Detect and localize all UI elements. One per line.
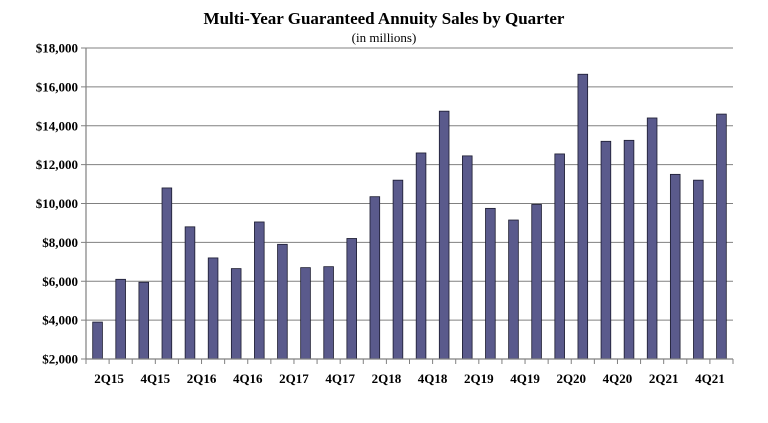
y-tick-label: $2,000 xyxy=(42,352,78,367)
y-tick-label: $18,000 xyxy=(36,41,78,56)
bar xyxy=(485,207,496,360)
x-tick-label: 4Q21 xyxy=(695,371,725,386)
bar xyxy=(92,321,103,360)
bar xyxy=(254,221,265,360)
bar xyxy=(392,179,404,360)
chart-title: Multi-Year Guaranteed Annuity Sales by Q… xyxy=(204,9,565,28)
y-tick-label: $10,000 xyxy=(36,196,78,211)
x-tick-label: 4Q19 xyxy=(510,371,540,386)
x-tick-label: 2Q20 xyxy=(556,371,586,386)
x-tick-label: 2Q17 xyxy=(279,371,309,386)
x-tick-label: 2Q16 xyxy=(187,371,217,386)
x-tick-label: 2Q19 xyxy=(464,371,494,386)
bar xyxy=(531,204,542,360)
bar xyxy=(161,187,173,360)
y-tick-label: $16,000 xyxy=(36,79,78,94)
bar xyxy=(346,238,357,360)
bar xyxy=(716,113,727,360)
bar xyxy=(669,173,681,360)
bar xyxy=(184,226,196,360)
bar xyxy=(369,196,381,360)
x-tick-label: 2Q18 xyxy=(372,371,402,386)
bar xyxy=(577,73,589,360)
bar xyxy=(230,268,242,360)
x-tick-label: 4Q17 xyxy=(325,371,355,386)
x-tick-label: 4Q16 xyxy=(233,371,263,386)
bar xyxy=(115,278,126,360)
bar xyxy=(693,179,704,360)
bar xyxy=(646,117,658,360)
bar xyxy=(600,140,612,360)
bar xyxy=(623,139,635,360)
y-axis: $2,000 $4,000 $6,000 $8,000 $10,000 $12,000 $1… xyxy=(36,41,86,367)
bar xyxy=(415,152,427,360)
x-tick-label: 4Q18 xyxy=(418,371,448,386)
bars xyxy=(92,73,727,360)
bar xyxy=(554,153,565,360)
bar xyxy=(207,257,219,360)
x-tick-label: 4Q15 xyxy=(141,371,171,386)
y-tick-label: $8,000 xyxy=(42,235,78,250)
bar xyxy=(323,266,334,360)
x-tick-label: 4Q20 xyxy=(603,371,633,386)
x-axis: 2Q15 4Q15 2Q16 4Q16 2Q17 4Q17 2Q18 4Q18 2Q19 4Q19… xyxy=(85,359,734,386)
grid-lines xyxy=(86,47,733,360)
bar xyxy=(300,267,311,360)
y-tick-label: $12,000 xyxy=(36,157,78,172)
y-tick-label: $4,000 xyxy=(42,313,78,328)
y-tick-label: $14,000 xyxy=(36,118,78,133)
bar xyxy=(138,281,150,360)
bar xyxy=(462,155,473,360)
chart-subtitle: (in millions) xyxy=(352,30,417,45)
bar xyxy=(508,219,519,360)
y-tick-label: $6,000 xyxy=(42,274,78,289)
bar xyxy=(277,243,288,360)
x-tick-label: 2Q15 xyxy=(94,371,124,386)
x-tick-label: 2Q21 xyxy=(649,371,679,386)
bar xyxy=(438,110,450,360)
